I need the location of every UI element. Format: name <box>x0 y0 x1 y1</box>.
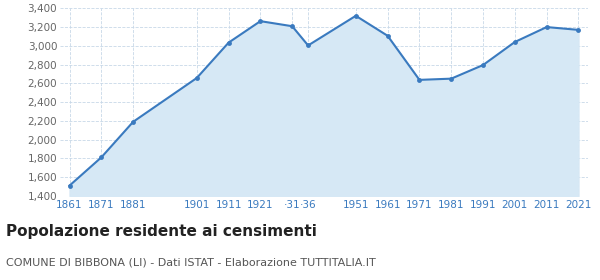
Text: COMUNE DI BIBBONA (LI) - Dati ISTAT - Elaborazione TUTTITALIA.IT: COMUNE DI BIBBONA (LI) - Dati ISTAT - El… <box>6 258 376 268</box>
Text: Popolazione residente ai censimenti: Popolazione residente ai censimenti <box>6 224 317 239</box>
